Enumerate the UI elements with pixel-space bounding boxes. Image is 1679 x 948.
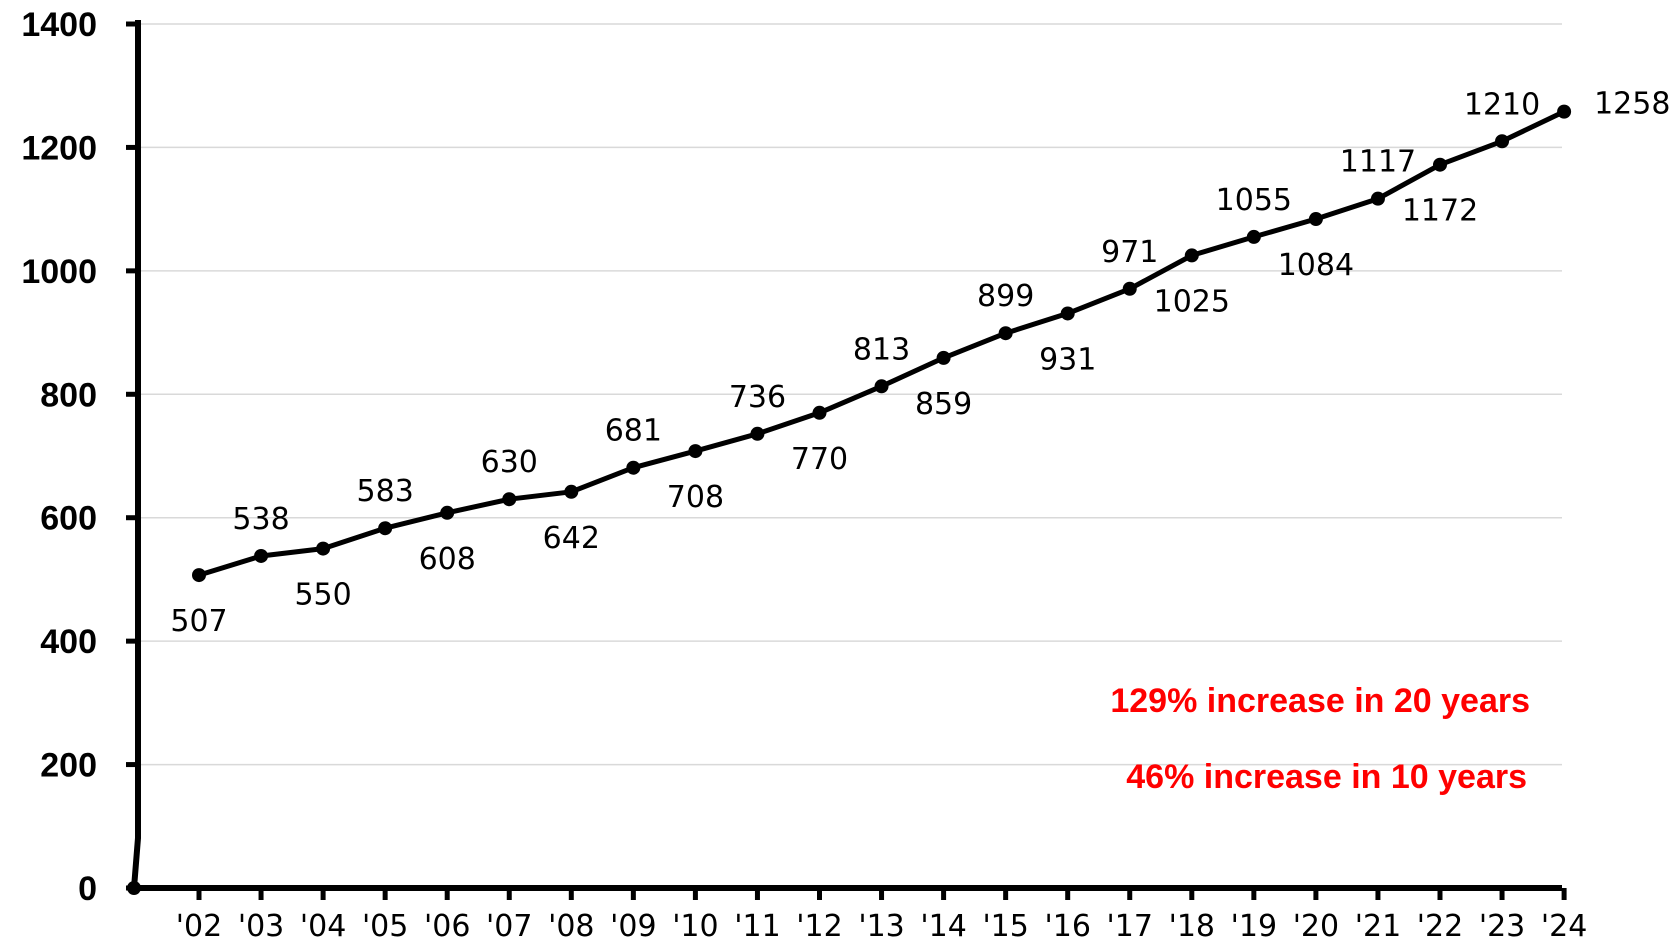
data-point-15 bbox=[1122, 281, 1137, 296]
x-tick-label-6: '08 bbox=[548, 909, 594, 944]
x-tick-label-10: '12 bbox=[796, 909, 842, 944]
y-tick-label-1000: 1000 bbox=[21, 253, 97, 291]
data-label-2: 550 bbox=[294, 578, 351, 613]
annotation-10-years: 46% increase in 10 years bbox=[1126, 758, 1527, 796]
data-point-13 bbox=[998, 326, 1013, 341]
x-tick-label-8: '10 bbox=[672, 909, 718, 944]
origin-marker bbox=[127, 881, 141, 895]
data-label-21: 1210 bbox=[1464, 87, 1540, 122]
data-label-1: 538 bbox=[232, 502, 289, 537]
data-point-19 bbox=[1370, 191, 1385, 206]
data-point-5 bbox=[502, 492, 517, 507]
x-tick-label-22: '24 bbox=[1541, 909, 1587, 944]
y-tick-label-1200: 1200 bbox=[21, 129, 97, 167]
data-point-7 bbox=[626, 460, 641, 475]
y-axis-ticks: 0 200 400 600 800 1000 1200 1400 bbox=[21, 6, 138, 908]
x-tick-label-3: '05 bbox=[362, 909, 408, 944]
x-tick-label-0: '02 bbox=[176, 909, 222, 944]
data-point-8 bbox=[688, 444, 703, 459]
data-label-18: 1084 bbox=[1278, 248, 1354, 283]
data-label-22: 1258 bbox=[1594, 87, 1670, 122]
x-tick-label-13: '15 bbox=[982, 909, 1028, 944]
x-tick-label-2: '04 bbox=[300, 909, 346, 944]
x-tick-label-21: '23 bbox=[1479, 909, 1525, 944]
data-point-17 bbox=[1246, 229, 1261, 244]
data-point-2 bbox=[316, 541, 331, 556]
data-point-16 bbox=[1184, 248, 1199, 263]
x-tick-label-12: '14 bbox=[920, 909, 966, 944]
data-label-11: 813 bbox=[853, 332, 910, 367]
x-tick-label-11: '13 bbox=[858, 909, 904, 944]
x-tick-label-4: '06 bbox=[424, 909, 470, 944]
data-label-15: 971 bbox=[1101, 235, 1158, 270]
y-tick-label-800: 800 bbox=[40, 376, 97, 414]
y-tick-label-0: 0 bbox=[78, 870, 97, 908]
data-point-12 bbox=[936, 350, 951, 365]
data-label-14: 931 bbox=[1039, 342, 1096, 377]
data-point-10 bbox=[812, 405, 827, 420]
x-tick-label-16: '18 bbox=[1169, 909, 1215, 944]
x-tick-label-18: '20 bbox=[1293, 909, 1339, 944]
data-label-5: 630 bbox=[481, 445, 538, 480]
data-points bbox=[192, 104, 1572, 583]
y-tick-label-600: 600 bbox=[40, 500, 97, 538]
x-tick-label-15: '17 bbox=[1107, 909, 1153, 944]
data-point-18 bbox=[1308, 212, 1323, 227]
data-label-19: 1117 bbox=[1340, 145, 1416, 180]
data-point-20 bbox=[1433, 157, 1447, 172]
x-tick-label-5: '07 bbox=[486, 909, 532, 944]
data-point-14 bbox=[1060, 306, 1075, 321]
data-label-17: 1055 bbox=[1216, 183, 1292, 218]
annotation-20-years: 129% increase in 20 years bbox=[1110, 682, 1530, 720]
y-tick-label-400: 400 bbox=[40, 623, 97, 661]
data-point-1 bbox=[254, 548, 269, 563]
data-point-6 bbox=[564, 484, 579, 499]
data-label-16: 1025 bbox=[1154, 284, 1230, 319]
axes bbox=[127, 20, 1562, 895]
data-point-4 bbox=[440, 505, 455, 520]
x-axis-ticks: '02 '03 '04 '05 '06 '07 '08 '09 '10 '11 '12 '13 '14 '… bbox=[176, 888, 1587, 944]
data-label-13: 899 bbox=[977, 279, 1034, 314]
x-tick-label-9: '11 bbox=[734, 909, 780, 944]
x-tick-label-20: '22 bbox=[1417, 909, 1463, 944]
data-point-22 bbox=[1557, 104, 1572, 119]
x-tick-label-1: '03 bbox=[238, 909, 284, 944]
data-label-7: 681 bbox=[605, 414, 662, 449]
x-tick-label-19: '21 bbox=[1355, 909, 1401, 944]
data-label-4: 608 bbox=[419, 542, 476, 577]
data-label-20: 1172 bbox=[1402, 194, 1478, 229]
data-point-11 bbox=[874, 379, 889, 394]
data-point-3 bbox=[378, 521, 393, 536]
y-tick-label-200: 200 bbox=[40, 747, 97, 785]
data-point-0 bbox=[192, 568, 206, 583]
data-point-9 bbox=[750, 426, 765, 441]
x-tick-label-7: '09 bbox=[610, 909, 656, 944]
data-label-6: 642 bbox=[543, 521, 600, 556]
data-label-12: 859 bbox=[915, 387, 972, 422]
data-label-9: 736 bbox=[729, 380, 786, 415]
x-tick-label-17: '19 bbox=[1231, 909, 1277, 944]
data-point-21 bbox=[1495, 134, 1510, 149]
y-tick-label-1400: 1400 bbox=[21, 6, 97, 44]
data-label-0: 507 bbox=[170, 604, 227, 639]
y-axis-line bbox=[131, 20, 141, 889]
data-label-3: 583 bbox=[357, 474, 414, 509]
data-label-8: 708 bbox=[667, 480, 724, 515]
data-label-10: 770 bbox=[791, 442, 848, 477]
gridlines bbox=[138, 23, 1562, 766]
x-tick-label-14: '16 bbox=[1044, 909, 1090, 944]
